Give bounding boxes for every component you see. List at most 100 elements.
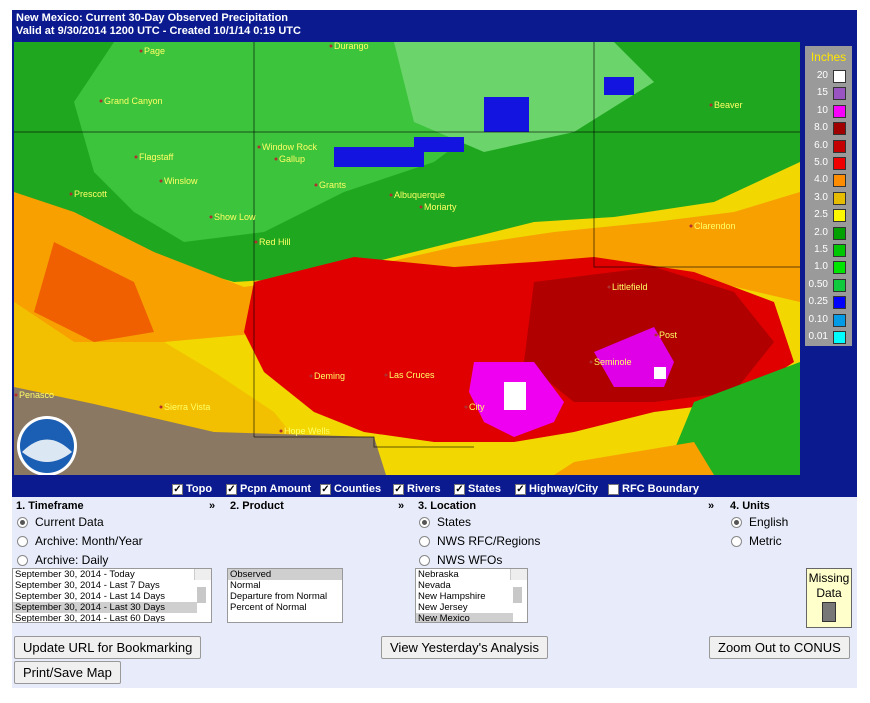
radio-option[interactable]: Archive: Month/Year <box>17 534 143 548</box>
layer-label: States <box>468 483 502 495</box>
city-label: Beaver <box>714 100 743 110</box>
checkbox[interactable]: ✓ <box>226 483 237 495</box>
list-item[interactable]: New Jersey <box>418 602 468 613</box>
list-item[interactable]: New Hampshire <box>418 591 486 602</box>
legend-swatch <box>833 174 846 188</box>
checkbox[interactable]: ✓ <box>320 483 331 495</box>
radio[interactable] <box>17 516 28 528</box>
city-label: Gallup <box>279 154 305 164</box>
city-dot <box>257 145 261 149</box>
section-title: 4. Units <box>730 500 770 512</box>
list-item[interactable]: New Mexico <box>416 613 513 622</box>
city-label: City <box>469 402 485 412</box>
legend-label: 4.0 <box>814 174 828 186</box>
checkbox[interactable]: ✓ <box>172 483 183 495</box>
radio[interactable] <box>731 516 742 528</box>
radio[interactable] <box>731 535 742 547</box>
city-dot <box>99 99 103 103</box>
checkbox[interactable]: ✓ <box>515 483 526 495</box>
radio[interactable] <box>419 535 430 547</box>
list-item[interactable]: Percent of Normal <box>230 602 307 613</box>
option-label: States <box>437 515 472 529</box>
city-label: Penasco <box>19 390 54 400</box>
layer-label: Highway/City <box>529 483 599 495</box>
legend-swatch <box>833 261 846 275</box>
legend-swatch <box>833 278 846 292</box>
list-item[interactable]: Nebraska <box>418 569 459 580</box>
list-item[interactable]: September 30, 2014 - Last 30 Days <box>13 602 197 613</box>
city-dot <box>14 393 18 397</box>
radio-option[interactable]: Archive: Daily <box>17 553 108 567</box>
checkbox[interactable] <box>608 483 619 495</box>
select-list[interactable]: Nebraska Nevada New Hampshire New Jersey New… <box>415 568 528 623</box>
radio[interactable] <box>419 554 430 566</box>
radio-option[interactable]: Current Data <box>17 515 104 529</box>
city-label: Sierra Vista <box>164 402 210 412</box>
legend-level: 5.0 <box>807 155 850 172</box>
button[interactable]: Print/Save Map <box>14 661 121 684</box>
radio-option[interactable]: NWS RFC/Regions <box>419 534 540 548</box>
radio-option[interactable]: Metric <box>731 534 782 548</box>
list-item[interactable]: September 30, 2014 - Today <box>15 569 135 580</box>
precip-map: Page Durango Grand Canyon Flagstaff Winslow P… <box>14 42 800 475</box>
city-dot <box>589 360 593 364</box>
radio-option[interactable]: English <box>731 515 788 529</box>
city-dot <box>279 429 283 433</box>
scrollbar <box>510 569 527 603</box>
list-item[interactable]: Observed <box>228 569 342 580</box>
layer-toggle[interactable]: ✓ Rivers <box>393 483 441 495</box>
list-item[interactable]: September 30, 2014 - Last 60 Days <box>15 613 165 623</box>
city-dot <box>134 155 138 159</box>
layer-toggle[interactable]: ✓ Pcpn Amount <box>226 483 311 495</box>
legend-label: 2.0 <box>814 226 828 238</box>
list-item[interactable]: Normal <box>230 580 261 591</box>
city-label: Littlefield <box>612 282 648 292</box>
radio-option[interactable]: NWS WFOs <box>419 553 502 567</box>
layer-label: RFC Boundary <box>622 483 699 495</box>
section-title: 1. Timeframe <box>16 500 84 512</box>
button[interactable]: View Yesterday's Analysis <box>381 636 548 659</box>
legend-label: 0.10 <box>808 313 828 325</box>
option-label: Current Data <box>35 515 104 529</box>
city-label: Show Low <box>214 212 256 222</box>
button[interactable]: Zoom Out to CONUS <box>709 636 850 659</box>
layer-toggle[interactable]: RFC Boundary <box>608 483 699 495</box>
button[interactable]: Update URL for Bookmarking <box>14 636 202 659</box>
legend-label: 0.25 <box>808 296 828 308</box>
layer-toggle[interactable]: ✓ States <box>454 483 501 495</box>
city-label: Durango <box>334 42 369 51</box>
city-dot <box>209 215 213 219</box>
legend-label: 6.0 <box>814 139 828 151</box>
legend-swatch <box>833 87 846 101</box>
legend-level: 2.0 <box>807 225 850 242</box>
list-item[interactable]: September 30, 2014 - Last 14 Days <box>15 591 165 602</box>
city-dot <box>607 285 611 289</box>
layer-toggle[interactable]: ✓ Counties <box>320 483 381 495</box>
radio[interactable] <box>17 535 28 547</box>
legend-level: 10 <box>807 103 850 120</box>
list-item[interactable]: Nevada <box>418 580 451 591</box>
radio[interactable] <box>419 516 430 528</box>
city-label: Deming <box>314 371 345 381</box>
select-list[interactable]: Observed Normal Departure from Normal Perce… <box>227 568 343 623</box>
list-item[interactable]: Departure from Normal <box>230 591 328 602</box>
checkbox[interactable]: ✓ <box>393 483 404 495</box>
option-label: NWS WFOs <box>437 553 503 567</box>
radio-option[interactable]: States <box>419 515 471 529</box>
checkbox[interactable]: ✓ <box>454 483 465 495</box>
legend-swatch <box>833 313 846 327</box>
layer-label: Counties <box>334 483 382 495</box>
layer-toggle[interactable]: ✓ Highway/City <box>515 483 598 495</box>
legend-level: 0.25 <box>807 294 850 311</box>
option-label: NWS RFC/Regions <box>437 534 541 548</box>
subtitle: Valid at 9/30/2014 1200 UTC - Created 10… <box>16 25 301 37</box>
city-dot <box>274 157 278 161</box>
layer-label: Topo <box>186 483 213 495</box>
select-list[interactable]: September 30, 2014 - Today September 30, … <box>12 568 212 623</box>
list-item[interactable]: September 30, 2014 - Last 7 Days <box>15 580 160 591</box>
legend-level: 4.0 <box>807 172 850 189</box>
radio[interactable] <box>17 554 28 566</box>
city-label: Hope Wells <box>284 426 330 436</box>
layer-toggle[interactable]: ✓ Topo <box>172 483 212 495</box>
legend-label: 0.01 <box>808 331 828 342</box>
